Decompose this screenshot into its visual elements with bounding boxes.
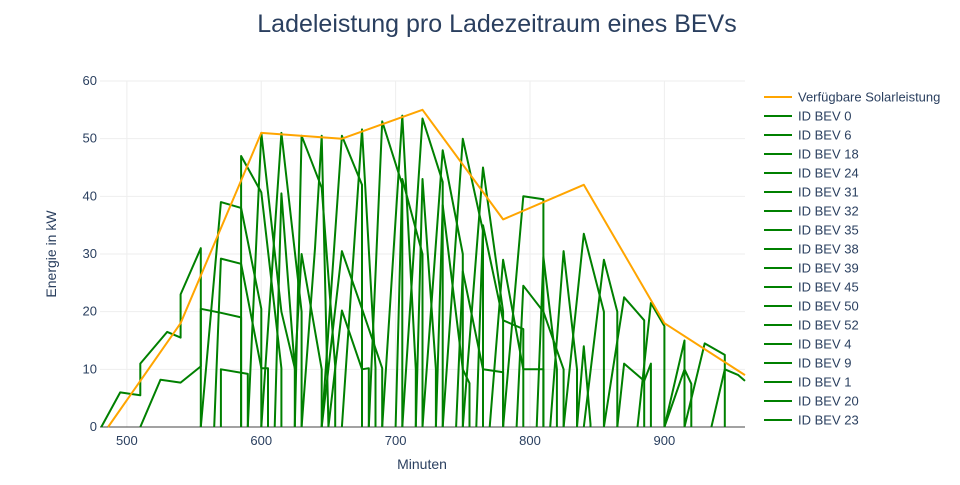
grid [100,80,745,428]
bev-line-extra-3 [421,149,464,428]
bev-line-extra-20 [663,339,686,428]
bev-line-12 [320,250,384,428]
legend-item[interactable]: ID BEV 4 [764,337,851,352]
y-tick-label: 0 [90,419,97,434]
legend-label: ID BEV 6 [798,128,851,143]
bev-line-extra-13 [549,250,578,428]
bev-line-extra-0 [394,178,424,428]
bev-line-7 [260,131,303,428]
legend-item[interactable]: ID BEV 20 [764,394,859,409]
bev-line-1 [139,307,243,428]
bev-line-5 [240,155,283,427]
bev-line-15 [367,120,404,428]
legend-item[interactable]: ID BEV 23 [764,413,859,428]
legend-label: Verfügbare Solarleistung [798,90,940,105]
bev-line-9 [293,134,337,428]
legend-label: ID BEV 50 [798,299,859,314]
legend-item[interactable]: ID BEV 35 [764,223,859,238]
bev-line-extra-16 [582,258,619,428]
legend-label: ID BEV 39 [798,261,859,276]
y-ticks: 0 10 20 30 40 50 60 [83,73,97,434]
legend-item[interactable]: ID BEV 1 [764,375,851,390]
bev-line-extra-18 [616,362,652,428]
legend-item[interactable]: ID BEV 31 [764,185,859,200]
legend-item[interactable]: ID BEV 32 [764,204,859,219]
bev-line-extra-5 [441,137,484,428]
legend-label: ID BEV 35 [798,223,859,238]
bev-line-extra-8 [475,224,525,428]
bev-line-14 [340,128,377,428]
bev-line-extra-1 [401,117,444,428]
legend-item[interactable]: ID BEV 38 [764,242,859,257]
legend-item[interactable]: ID BEV 50 [764,299,859,314]
x-ticks: 500 600 700 800 900 [116,433,675,448]
bev-line-3 [213,257,269,428]
bev-line-extra-7 [461,166,505,428]
y-tick-label: 10 [83,361,97,376]
legend-label: ID BEV 9 [798,356,851,371]
legend-item[interactable]: Verfügbare Solarleistung [764,90,940,105]
bev-line-extra-9 [488,258,545,428]
legend-label: ID BEV 52 [798,318,859,333]
x-tick-label: 500 [116,433,138,448]
legend-label: ID BEV 0 [798,109,851,124]
x-tick-label: 700 [385,433,407,448]
bev-line-extra-21 [663,368,693,428]
legend-item[interactable]: ID BEV 52 [764,318,859,333]
legend-item[interactable]: ID BEV 39 [764,261,859,276]
legend-label: ID BEV 24 [798,166,859,181]
legend-label: ID BEV 18 [798,147,859,162]
chart-title: Ladeleistung pro Ladezeitraum eines BEVs [257,10,736,38]
legend-label: ID BEV 4 [798,337,851,352]
bev-line-extra-12 [535,255,558,428]
legend-label: ID BEV 23 [798,413,859,428]
y-tick-label: 20 [83,304,97,319]
bev-line-extra-4 [434,204,471,428]
y-tick-label: 50 [83,131,97,146]
bev-line-13 [327,309,370,428]
bev-line-extra-17 [602,296,646,428]
legend-item[interactable]: ID BEV 24 [764,166,859,181]
x-tick-label: 800 [519,433,541,448]
bev-line-extra-19 [636,302,666,428]
legend-item[interactable]: ID BEV 18 [764,147,859,162]
bev-line-extra-11 [515,284,565,428]
legend-label: ID BEV 20 [798,394,859,409]
legend-item[interactable]: ID BEV 6 [764,128,851,143]
x-tick-label: 900 [654,433,676,448]
legend-item[interactable]: ID BEV 45 [764,280,859,295]
bev-line-4 [219,368,249,427]
bev-line-extra-15 [576,345,592,428]
legend: Verfügbare Solarleistung ID BEV 0 ID BEV 6… [764,90,940,428]
bev-line-extra-23 [710,368,746,428]
legend-label: ID BEV 32 [798,204,859,219]
x-tick-label: 600 [250,433,272,448]
y-tick-label: 60 [83,73,97,88]
legend-label: ID BEV 1 [798,375,851,390]
x-axis-label: Minuten [397,456,447,472]
legend-item[interactable]: ID BEV 9 [764,356,851,371]
y-tick-label: 30 [83,246,97,261]
solar-line [107,108,746,428]
legend-item[interactable]: ID BEV 0 [764,109,851,124]
legend-label: ID BEV 31 [798,185,859,200]
y-tick-label: 40 [83,188,97,203]
bev-line-extra-22 [683,342,726,428]
legend-label: ID BEV 38 [798,242,859,257]
y-axis-label: Energie in kW [43,210,59,298]
legend-label: ID BEV 45 [798,280,859,295]
bev-line-extra-14 [562,232,605,428]
series-lines [100,108,746,428]
bev-line-0 [100,247,202,428]
